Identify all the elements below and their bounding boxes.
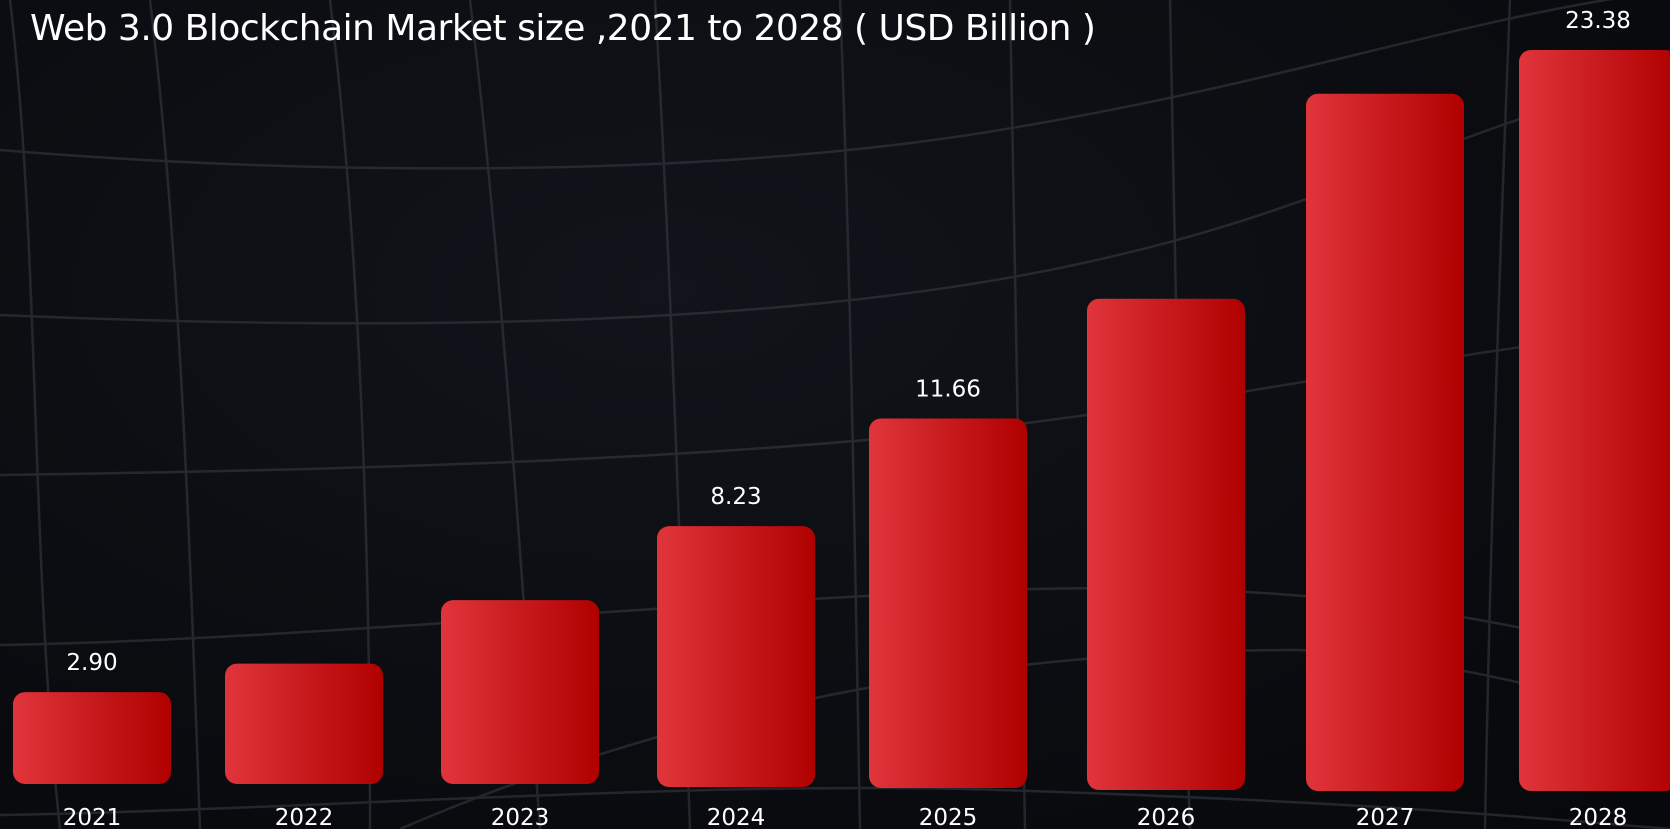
x-tick-2025: 2025 xyxy=(919,805,978,829)
bars-layer xyxy=(13,50,1670,792)
bar-2025 xyxy=(869,418,1027,788)
chart-title: Web 3.0 Blockchain Market size ,2021 to … xyxy=(30,8,1096,49)
x-axis-ticks: 2021 2022 2023 2024 2025 2026 2027 2028 xyxy=(63,805,1628,829)
data-label-2025: 11.66 xyxy=(915,376,981,402)
bar-2023 xyxy=(441,600,599,784)
bar-2027 xyxy=(1306,93,1464,792)
bar-2024 xyxy=(657,526,815,787)
data-label-2028: 23.38 xyxy=(1565,8,1631,34)
data-labels-layer: 2.90 8.23 11.66 23.38 xyxy=(66,8,1631,676)
bar-2026 xyxy=(1087,298,1245,790)
x-tick-2027: 2027 xyxy=(1356,805,1415,829)
bar-2028 xyxy=(1519,50,1670,791)
bar-2021 xyxy=(13,692,171,784)
data-label-2024: 8.23 xyxy=(710,484,761,510)
x-tick-2022: 2022 xyxy=(275,805,334,829)
x-tick-2026: 2026 xyxy=(1137,805,1196,829)
x-tick-2024: 2024 xyxy=(707,805,766,829)
data-label-2021: 2.90 xyxy=(66,650,117,676)
x-tick-2028: 2028 xyxy=(1569,805,1628,829)
x-tick-2021: 2021 xyxy=(63,805,122,829)
x-tick-2023: 2023 xyxy=(491,805,550,829)
bar-2022 xyxy=(225,663,383,784)
